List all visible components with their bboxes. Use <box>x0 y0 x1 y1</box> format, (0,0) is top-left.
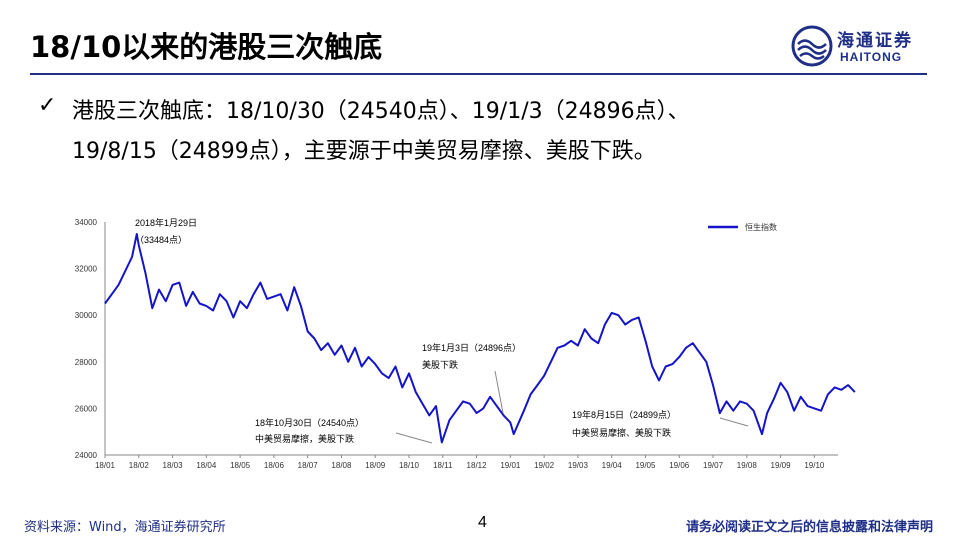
annotation-pointer <box>719 417 749 427</box>
x-tick-label: 19/06 <box>669 461 690 470</box>
x-tick-label: 18/12 <box>467 461 488 470</box>
y-tick-label: 26000 <box>75 404 98 413</box>
annotation-detail: 中美贸易摩擦、美股下跌 <box>572 427 671 438</box>
x-tick-label: 19/09 <box>771 461 792 470</box>
legend-label: 恒生指数 <box>745 222 777 232</box>
x-tick-label: 18/02 <box>129 461 150 470</box>
bullet-line-1: 港股三次触底：18/10/30（24540点）、19/1/3（24896点）、 <box>72 99 690 124</box>
annotation-detail: （33484点） <box>135 235 187 245</box>
x-tick-label: 18/04 <box>196 461 217 470</box>
y-tick-label: 30000 <box>75 311 98 320</box>
source-note: 资料来源：Wind，海通证券研究所 <box>24 520 226 535</box>
annotation-label: 19年8月15日（24899点） <box>572 409 676 420</box>
annotation-pointer <box>494 370 504 414</box>
title-divider <box>30 73 927 75</box>
chart-svg: 24000 26000 28000 30000 32000 34000 18/01 18/02… <box>75 217 856 470</box>
x-tick-label: 18/01 <box>95 461 116 470</box>
x-tick-label: 18/08 <box>331 461 352 470</box>
y-tick-label: 32000 <box>75 265 98 274</box>
check-mark-icon: ✓ <box>38 93 57 118</box>
x-tick-label: 18/07 <box>298 461 319 470</box>
x-tick-label: 19/02 <box>534 461 555 470</box>
x-tick-label: 18/09 <box>365 461 386 470</box>
x-tick-label: 18/03 <box>163 461 184 470</box>
y-tick-label: 28000 <box>75 358 98 367</box>
x-tick-label: 19/04 <box>602 461 623 470</box>
annotation-pointer <box>395 432 433 444</box>
x-tick-label: 18/05 <box>230 461 251 470</box>
y-tick-label: 34000 <box>75 218 98 227</box>
series-line-hsi <box>104 233 856 444</box>
bullet-line-2: 19/8/15（24899点），主要源于中美贸易摩擦、美股下跌。 <box>72 139 656 164</box>
haitong-emblem-icon <box>791 25 833 67</box>
logo-english-name: HAITONG <box>840 50 903 64</box>
x-tick-label: 19/03 <box>568 461 589 470</box>
annotation-label: 18年10月30日（24540点） <box>255 417 364 428</box>
x-tick-label: 18/11 <box>433 461 453 470</box>
x-tick-label: 19/07 <box>703 461 724 470</box>
page-number: 4 <box>478 514 487 531</box>
logo-chinese-name: 海通证券 <box>837 31 913 51</box>
annotation-detail: 中美贸易摩擦，美股下跌 <box>255 433 354 444</box>
slide-title: 18/10以来的港股三次触底 <box>30 30 383 64</box>
x-tick-label: 18/06 <box>264 461 285 470</box>
bullet-text: 港股三次触底：18/10/30（24540点）、19/1/3（24896点）、 … <box>72 92 902 172</box>
x-tick-label: 19/01 <box>500 461 521 470</box>
annotation-label: 2018年1月29日 <box>135 217 197 228</box>
company-logo: 海通证券 HAITONG <box>790 24 930 68</box>
y-tick-label: 24000 <box>75 451 98 460</box>
x-tick-label: 19/08 <box>737 461 758 470</box>
x-tick-label: 19/10 <box>804 461 825 470</box>
annotation-detail: 美股下跌 <box>422 359 458 370</box>
annotation-label: 19年1月3日（24896点） <box>422 342 521 353</box>
x-tick-label: 19/05 <box>635 461 656 470</box>
hang-seng-chart: 24000 26000 28000 30000 32000 34000 18/01 18/02… <box>60 205 860 480</box>
x-tick-label: 18/10 <box>399 461 420 470</box>
disclaimer: 请务必阅读正文之后的信息披露和法律声明 <box>685 520 933 535</box>
